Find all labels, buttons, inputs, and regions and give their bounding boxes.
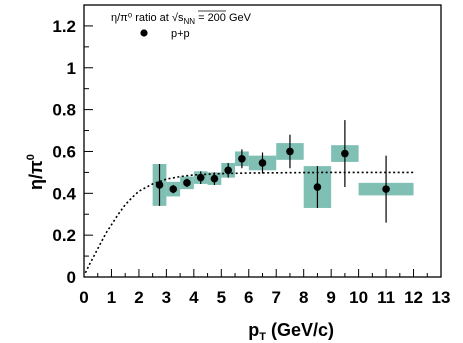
x-axis-title-subscript: T [259, 331, 266, 343]
legend-sqrt-label: s [178, 12, 184, 24]
y-tick-label-0: 0 [67, 268, 76, 287]
x-tick-label-6: 6 [244, 288, 253, 307]
data-point-9 [313, 183, 322, 191]
legend-header-suffix: = 200 GeV [195, 12, 252, 24]
legend-header: η/π⁰ ratio at √sNN = 200 GeV [111, 12, 252, 26]
plot-frame [83, 4, 442, 278]
data-point-7 [258, 159, 267, 167]
x-axis-title-units: (GeV/c) [266, 320, 334, 340]
legend-entry-label: p+p [171, 28, 190, 40]
x-tick-label-13: 13 [432, 288, 451, 307]
y-tick-label-0.6: 0.6 [52, 142, 76, 161]
data-points [155, 147, 390, 193]
data-point-0 [155, 181, 164, 189]
data-point-2 [183, 179, 191, 187]
x-tick-label-0: 0 [79, 288, 88, 307]
legend: η/π⁰ ratio at √sNN = 200 GeV p+p [111, 10, 252, 40]
data-point-1 [169, 185, 178, 193]
y-tick-label-1: 1 [67, 59, 76, 78]
data-point-4 [210, 174, 219, 183]
x-tick-label-3: 3 [162, 288, 171, 307]
x-tick-label-2: 2 [134, 288, 143, 307]
data-point-6 [238, 154, 246, 163]
y-tick-label-0.4: 0.4 [52, 184, 76, 203]
legend-marker [140, 29, 148, 37]
y-tick-label-0.8: 0.8 [52, 101, 76, 120]
x-tick-label-10: 10 [349, 288, 368, 307]
y-axis-title: η/π0 [25, 154, 46, 190]
x-tick-label-8: 8 [299, 288, 308, 307]
legend-sqrt-subscript: NN [183, 17, 195, 26]
x-tick-label-9: 9 [326, 288, 335, 307]
data-point-8 [286, 147, 294, 156]
data-point-3 [196, 173, 205, 182]
x-tick-label-7: 7 [271, 288, 280, 307]
x-tick-labels: 0 1 2 3 4 5 6 7 8 9 10 11 12 13 [79, 288, 450, 307]
x-tick-label-5: 5 [217, 288, 226, 307]
x-tick-label-11: 11 [377, 288, 395, 307]
legend-header-prefix: η/π⁰ ratio at [111, 12, 172, 24]
x-axis-title: pT (GeV/c) [248, 320, 334, 343]
legend-sqrt-symbol: √ [172, 12, 179, 24]
data-point-5 [224, 166, 232, 175]
axis-ticks [83, 4, 442, 278]
x-tick-label-1: 1 [107, 288, 116, 307]
x-tick-label-12: 12 [404, 288, 423, 307]
data-point-11 [382, 185, 390, 193]
stat-error-bars [158, 120, 387, 223]
y-tick-label-1.2: 1.2 [52, 17, 76, 36]
data-point-10 [341, 149, 349, 158]
y-tick-label-0.2: 0.2 [52, 226, 76, 245]
y-tick-labels: 0 0.2 0.4 0.6 0.8 1 1.2 [52, 17, 76, 287]
x-tick-label-4: 4 [189, 288, 199, 307]
y-axis-title-superscript: 0 [25, 154, 37, 160]
